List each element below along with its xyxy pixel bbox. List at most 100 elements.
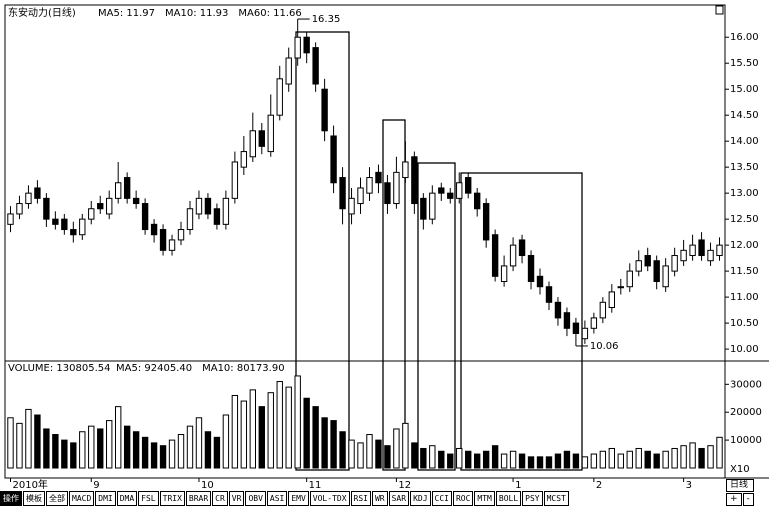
indicator-tab[interactable]: RSI [350, 491, 371, 506]
indicator-tab[interactable]: VR [228, 491, 245, 506]
candle-body [186, 208, 194, 231]
indicator-tabs: 操作 模板 全部 MACD DMI DMA FSL TRIX BRAR CR VR OBV ASI EMV… [0, 491, 570, 506]
volume-bar [34, 414, 41, 469]
indicator-tab[interactable]: PSY [522, 491, 543, 506]
candle-body [429, 192, 436, 220]
zoom-button[interactable]: - [742, 493, 754, 506]
volume-bar [168, 439, 176, 469]
indicator-tab[interactable]: 全部 [46, 491, 68, 506]
candle-body [572, 322, 580, 334]
indicator-tab[interactable]: SAR [388, 491, 410, 506]
candle-body [321, 88, 328, 132]
volume-bar [644, 450, 651, 469]
volume-bar [16, 422, 23, 469]
volume-bar [106, 420, 113, 469]
volume-bar [716, 436, 723, 469]
candle-body [402, 161, 409, 179]
candle-body [680, 249, 687, 262]
volume-bar [186, 425, 194, 469]
indicator-tab[interactable]: BOLL [495, 491, 522, 506]
candle-body [204, 197, 212, 215]
volume-bar [599, 450, 607, 469]
indicator-tab[interactable]: 模板 [23, 491, 45, 506]
candle-body [644, 255, 651, 267]
zoom-controls: + - [726, 493, 754, 506]
indicator-tab[interactable]: KDJ [410, 491, 431, 506]
volume-bar [429, 445, 436, 469]
indicator-tab[interactable]: BRAR [185, 491, 212, 506]
volume-bar [70, 442, 77, 469]
x-tick-label: 12 [398, 480, 411, 491]
volume-bar [348, 439, 355, 469]
candle-body [150, 223, 158, 236]
candle-body [599, 301, 607, 319]
candle-body [465, 177, 472, 194]
candle-body [106, 197, 113, 215]
candle-body [518, 239, 526, 257]
candle-body [447, 192, 454, 199]
indicator-tab[interactable]: TRIX [159, 491, 185, 506]
volume-bar [61, 439, 68, 469]
candle-body [249, 130, 257, 158]
volume-bar [249, 389, 257, 469]
indicator-tab[interactable]: MCST [543, 491, 569, 506]
indicator-tab[interactable]: DMA [116, 491, 138, 506]
indicator-tab[interactable]: MTM [474, 491, 495, 506]
candle-body [240, 151, 248, 168]
volume-bar [321, 417, 328, 469]
indicator-tab[interactable]: WR [371, 491, 388, 506]
volume-bar [456, 447, 463, 469]
candle-body [563, 312, 571, 329]
indicator-tab[interactable]: 操作 [0, 491, 22, 506]
candle-body [339, 177, 346, 210]
indicator-label: MA60: 11.66 [238, 8, 301, 19]
indicator-tab[interactable]: EMV [288, 491, 309, 506]
indicator-tab[interactable]: FSL [138, 491, 159, 506]
indicator-tab[interactable]: MACD [69, 491, 95, 506]
volume-bar [159, 445, 167, 469]
volume-bar [240, 400, 248, 469]
volume-bar [25, 408, 32, 469]
candle-body [608, 291, 616, 309]
chart-title: 东安动力(日线) [8, 6, 76, 19]
indicator-tab[interactable]: OBV [245, 491, 266, 506]
volume-bar [509, 450, 517, 469]
candle-body [276, 78, 283, 116]
volume-bar [204, 431, 212, 469]
y-tick-label: 16.00 [730, 32, 759, 43]
volume-bar [312, 406, 319, 469]
candle-body [52, 218, 59, 225]
x-tick-label: 2 [596, 480, 602, 491]
candle-body [168, 239, 176, 251]
volume-bar [357, 442, 364, 469]
candle-body [267, 114, 274, 153]
candle-body [662, 265, 669, 288]
volume-bar [563, 450, 571, 469]
indicator-tab[interactable]: CCI [431, 491, 452, 506]
zoom-button[interactable]: + [726, 493, 742, 506]
volume-bar [653, 453, 660, 469]
window-icon[interactable] [715, 5, 724, 15]
indicator-tab[interactable]: ASI [266, 491, 288, 506]
volume-bar [7, 417, 14, 469]
indicator-tab[interactable]: CR [212, 491, 228, 506]
volume-bar [581, 456, 589, 469]
candle-body [384, 182, 391, 205]
candle-body [635, 260, 642, 272]
volume-bar [384, 445, 391, 469]
indicator-tab[interactable]: ROC [452, 491, 474, 506]
volume-bar [132, 431, 140, 469]
volume-bar [698, 447, 705, 469]
candle-body [348, 197, 355, 215]
volume-bar [680, 445, 687, 469]
volume-bar [545, 456, 553, 469]
indicator-tab[interactable]: VOL-TDX [309, 491, 350, 506]
period-button[interactable]: 日线 [726, 479, 754, 492]
candle-body [123, 177, 131, 199]
volume-bar [662, 450, 669, 469]
indicator-tab[interactable]: DMI [95, 491, 116, 506]
volume-bar [617, 453, 624, 469]
candle-body [375, 171, 382, 184]
